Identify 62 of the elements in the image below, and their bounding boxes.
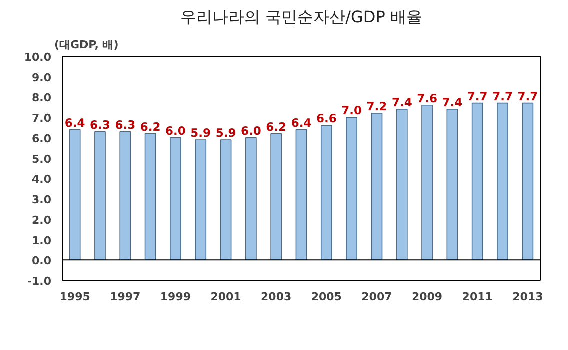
data-label: 6.2 [140,120,161,134]
bar [246,138,257,261]
y-tick-label: 7.0 [32,112,52,126]
bar [371,113,383,261]
data-label: 6.4 [291,116,312,130]
data-label: 7.4 [392,95,412,110]
x-tick-label: 1995 [60,290,90,304]
bar [522,102,534,261]
bar [296,129,308,261]
bar [320,125,332,261]
bar [144,133,156,261]
data-label: 6.2 [266,120,287,134]
y-tick-label: 3.0 [32,194,52,207]
data-label: 6.4 [64,116,86,130]
y-tick-label: 9.0 [32,71,52,84]
data-label: 7.7 [467,89,488,104]
y-tick-label: 2.0 [32,214,52,227]
bar [195,140,207,261]
bar [94,131,106,261]
data-label: 7.6 [417,91,438,106]
bar [120,131,132,261]
bar [170,138,182,261]
y-tick-label: 1.0 [32,234,52,248]
y-tick-label: 10.0 [24,51,52,64]
y-tick-label: 6.0 [32,132,52,146]
chart-title: 우리나라의 국민순자산/GDP 배율 [180,8,422,26]
bar [472,102,484,261]
x-tick-label: 1999 [160,290,192,304]
x-tick-label: 2009 [412,290,443,304]
x-tick-label: 2005 [311,290,342,304]
bar [346,117,358,261]
x-tick-label: 1997 [110,290,141,304]
y-tick-label: 0.0 [32,254,52,268]
bar [69,129,81,261]
x-tick-label: 2011 [462,290,493,304]
data-label: 6.3 [90,118,110,132]
data-label: 6.0 [241,124,262,138]
bar [497,102,508,261]
data-label: 6.0 [166,124,186,138]
bar [446,109,458,261]
data-label: 5.9 [216,126,236,140]
data-label: 7.4 [442,95,463,110]
data-label: 7.2 [366,100,388,114]
x-tick-label: 2007 [362,290,392,304]
data-label: 7.7 [492,89,513,104]
bar [270,133,282,261]
data-label: 7.0 [342,104,362,118]
bar [396,109,408,261]
data-label: 6.3 [115,118,136,132]
bar [422,104,433,261]
data-label: 5.9 [190,126,212,140]
y-tick-label: -1.0 [27,275,52,288]
x-tick-label: 2001 [210,290,242,304]
data-label: 6.6 [316,112,337,126]
y-tick-label: 4.0 [32,173,52,186]
y-tick-label: 5.0 [32,152,52,166]
x-tick-label: 2003 [261,290,292,304]
x-tick-label: 2013 [512,290,544,304]
data-label: 7.7 [518,89,538,104]
y-axis-title: (대GDP, 배) [54,38,119,52]
y-tick-label: 8.0 [32,92,52,105]
bar [220,140,232,261]
